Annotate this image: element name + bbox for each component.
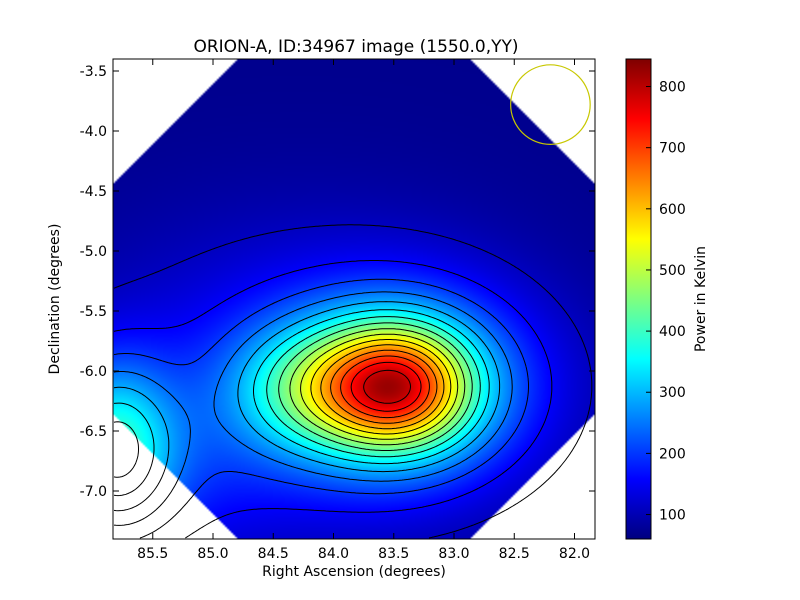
y-tick-label: -5.0: [80, 244, 107, 260]
x-tick-label: 83.5: [378, 546, 409, 562]
x-tick-label: 84.5: [258, 546, 289, 562]
contour-line: [350, 361, 422, 412]
colorbar-tick-label: 400: [659, 324, 686, 340]
contour-line: [340, 355, 430, 419]
colorbar-tick-label: 300: [659, 385, 686, 401]
y-tick-label: -3.5: [80, 64, 107, 80]
colorbar-tick-label: 200: [659, 446, 686, 462]
contour-line: [113, 260, 553, 539]
x-tick-label: 82.5: [499, 546, 530, 562]
contour-line: [330, 349, 438, 424]
contour-line: [289, 328, 466, 446]
colorbar-tick-label: 500: [659, 263, 686, 279]
y-tick-label: -7.0: [80, 484, 107, 500]
contour-line: [113, 224, 593, 539]
x-tick-label: 82.0: [559, 546, 590, 562]
colorbar-tick-label: 600: [659, 202, 686, 218]
y-axis: -3.5 -4.0 -4.5 -5.0 -5.5 -6.0 -6.5 -7.0: [80, 64, 595, 500]
x-tick-label: 85.5: [137, 546, 168, 562]
heatmap-image: [113, 59, 595, 539]
contour-line: [113, 316, 481, 478]
x-tick-label: 83.0: [438, 546, 469, 562]
y-tick-label: -5.5: [80, 304, 107, 320]
colorbar-tick-label: 800: [659, 80, 686, 96]
colorbar-tick-label: 100: [659, 508, 686, 524]
contour-lines: [113, 224, 593, 539]
x-tick-label: 85.0: [197, 546, 228, 562]
contour-line: [320, 344, 445, 430]
colorbar-label: Power in Kelvin: [693, 246, 709, 352]
x-tick-label: 84.0: [318, 546, 349, 562]
contour-line: [113, 278, 529, 539]
contour-line: [363, 369, 411, 404]
contour-line: [113, 309, 490, 497]
plot-area: [113, 59, 595, 539]
x-axis: 85.5 85.0 84.5 84.0 83.5 83.0 82.5 82.0: [137, 59, 590, 562]
chart-title: ORION-A, ID:34967 image (1550.0,YY): [193, 37, 518, 57]
contour-line: [113, 301, 501, 512]
beam-circle: [510, 64, 591, 145]
y-tick-label: -6.5: [80, 424, 107, 440]
colorbar-tick-label: 700: [659, 141, 686, 157]
plot-frame: [112, 58, 596, 540]
y-axis-label: Declination (degrees): [47, 224, 63, 375]
colorbar-frame: [625, 58, 652, 540]
contour-line: [300, 333, 459, 440]
y-tick-label: -6.0: [80, 364, 107, 380]
x-axis-label: Right Ascension (degrees): [262, 564, 446, 580]
contour-line: [310, 339, 452, 435]
colorbar: 100 200 300 400 500 600 700 800: [625, 58, 686, 540]
y-tick-label: -4.5: [80, 184, 107, 200]
colorbar-ticks: 100 200 300 400 500 600 700 800: [646, 80, 686, 524]
contour-line: [278, 322, 473, 451]
y-tick-label: -4.0: [80, 124, 107, 140]
contour-line: [113, 291, 513, 526]
colorbar-gradient: [626, 59, 651, 539]
